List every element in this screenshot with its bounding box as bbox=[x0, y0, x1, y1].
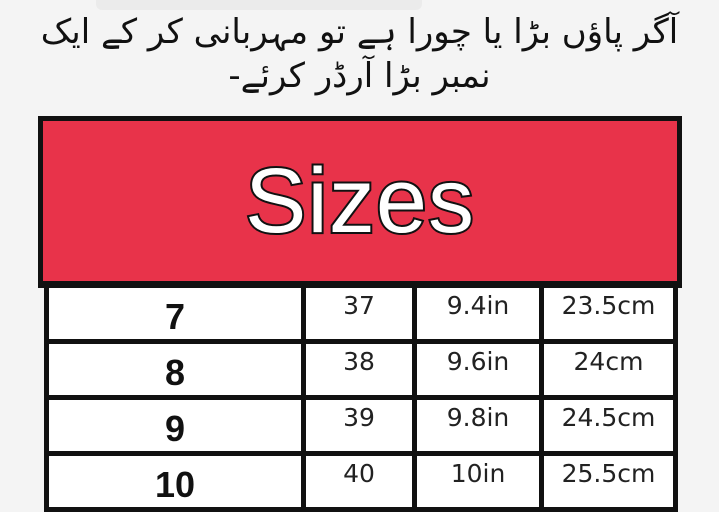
table-row: 10 40 10in 25.5cm bbox=[44, 451, 678, 512]
size-cell-cm: 24cm bbox=[539, 339, 678, 400]
size-cell-us: 9 bbox=[44, 395, 306, 456]
size-note: آگر پاؤں بڑا یا چورا ہے تو مہربانی کر کے… bbox=[0, 10, 719, 98]
size-cell-cm: 25.5cm bbox=[539, 451, 678, 512]
top-bar bbox=[96, 0, 422, 10]
table-row: 8 38 9.6in 24cm bbox=[44, 339, 678, 400]
note-line-1: آگر پاؤں بڑا یا چورا ہے تو مہربانی کر کے… bbox=[40, 12, 679, 52]
size-cell-in: 9.6in bbox=[412, 339, 544, 400]
table-row: 7 37 9.4in 23.5cm bbox=[44, 283, 678, 344]
size-cell-cm: 24.5cm bbox=[539, 395, 678, 456]
size-cell-in: 10in bbox=[412, 451, 544, 512]
size-cell-us: 7 bbox=[44, 283, 306, 344]
note-line-2: نمبر بڑا آرڈر کرئے- bbox=[228, 56, 491, 96]
size-cell-us: 8 bbox=[44, 339, 306, 400]
size-cell-us: 10 bbox=[44, 451, 306, 512]
size-table: 7 37 9.4in 23.5cm 8 38 9.6in 24cm 9 39 9.8in 24.5cm… bbox=[44, 283, 678, 512]
size-cell-eu: 37 bbox=[301, 283, 417, 344]
size-cell-eu: 40 bbox=[301, 451, 417, 512]
size-cell-eu: 38 bbox=[301, 339, 417, 400]
banner-title: Sizes bbox=[243, 148, 476, 254]
size-cell-eu: 39 bbox=[301, 395, 417, 456]
size-cell-cm: 23.5cm bbox=[539, 283, 678, 344]
size-cell-in: 9.8in bbox=[412, 395, 544, 456]
sizes-banner: Sizes bbox=[38, 116, 682, 288]
size-cell-in: 9.4in bbox=[412, 283, 544, 344]
table-row: 9 39 9.8in 24.5cm bbox=[44, 395, 678, 456]
